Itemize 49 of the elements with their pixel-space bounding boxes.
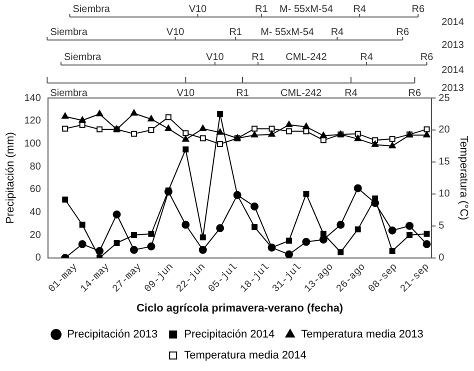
text: 2014 (442, 65, 464, 76)
y-tick-label: 80 (30, 161, 42, 172)
y2-tick-label: 20 (438, 124, 450, 136)
text: 2013 (442, 40, 464, 51)
legend-label: Temperatura media 2014 (184, 350, 306, 362)
text: V10 (188, 4, 208, 15)
annotation: Siembra (50, 88, 88, 99)
text: 2014 (442, 17, 464, 28)
text: CML-242 (286, 52, 328, 63)
y-tick-label: 20 (30, 230, 42, 241)
annotation: CML-242 (280, 88, 322, 99)
text: 2013 (442, 83, 464, 94)
annotation: V10 (176, 88, 195, 99)
y2-tick-label: 10 (438, 188, 450, 200)
text: V10 (166, 27, 185, 38)
annotation: R4 (344, 88, 358, 99)
legend-label: Precipitación 2013 (67, 328, 158, 341)
text: M- 55xM-54 (280, 4, 334, 15)
text: M- 55xM-54 (260, 27, 314, 38)
text: R6 (412, 4, 425, 15)
y2-axis-title: Temperatura (°C) (457, 136, 470, 220)
text: Siembra (64, 52, 102, 63)
text: R4 (330, 27, 344, 38)
text: R1 (255, 4, 268, 15)
y2-tick-label: 5 (438, 220, 445, 232)
y2-tick-label: 0 (438, 252, 445, 264)
y2-tick-label: 25 (438, 92, 450, 104)
y-axis-title: Precipitación (mm) (4, 132, 17, 224)
text: Siembra (50, 27, 88, 38)
y-tick-label: 60 (30, 184, 42, 196)
y-tick-label: 0 (35, 252, 42, 264)
y2-tick-label: 15 (438, 156, 450, 168)
text: R6 (420, 52, 434, 63)
annotation: R1 (236, 88, 250, 99)
y-tick-label: 140 (24, 92, 42, 104)
x-axis-title: Ciclo agrícola primavera-verano (fecha) (136, 302, 344, 314)
text: R1 (229, 27, 242, 38)
text: R4 (353, 4, 366, 15)
legend-label: Precipitación 2014 (184, 328, 275, 341)
text: R4 (360, 52, 374, 63)
text: R1 (252, 52, 265, 63)
y-tick-label: 120 (24, 116, 42, 127)
text: R6 (396, 27, 410, 38)
y-tick-label: 40 (30, 206, 42, 218)
text: Siembra (72, 4, 110, 15)
legend-label: Temperatura media 2013 (301, 328, 424, 341)
annotation: R6 (408, 88, 422, 99)
text: V10 (206, 52, 224, 63)
y-tick-label: 100 (24, 138, 42, 150)
